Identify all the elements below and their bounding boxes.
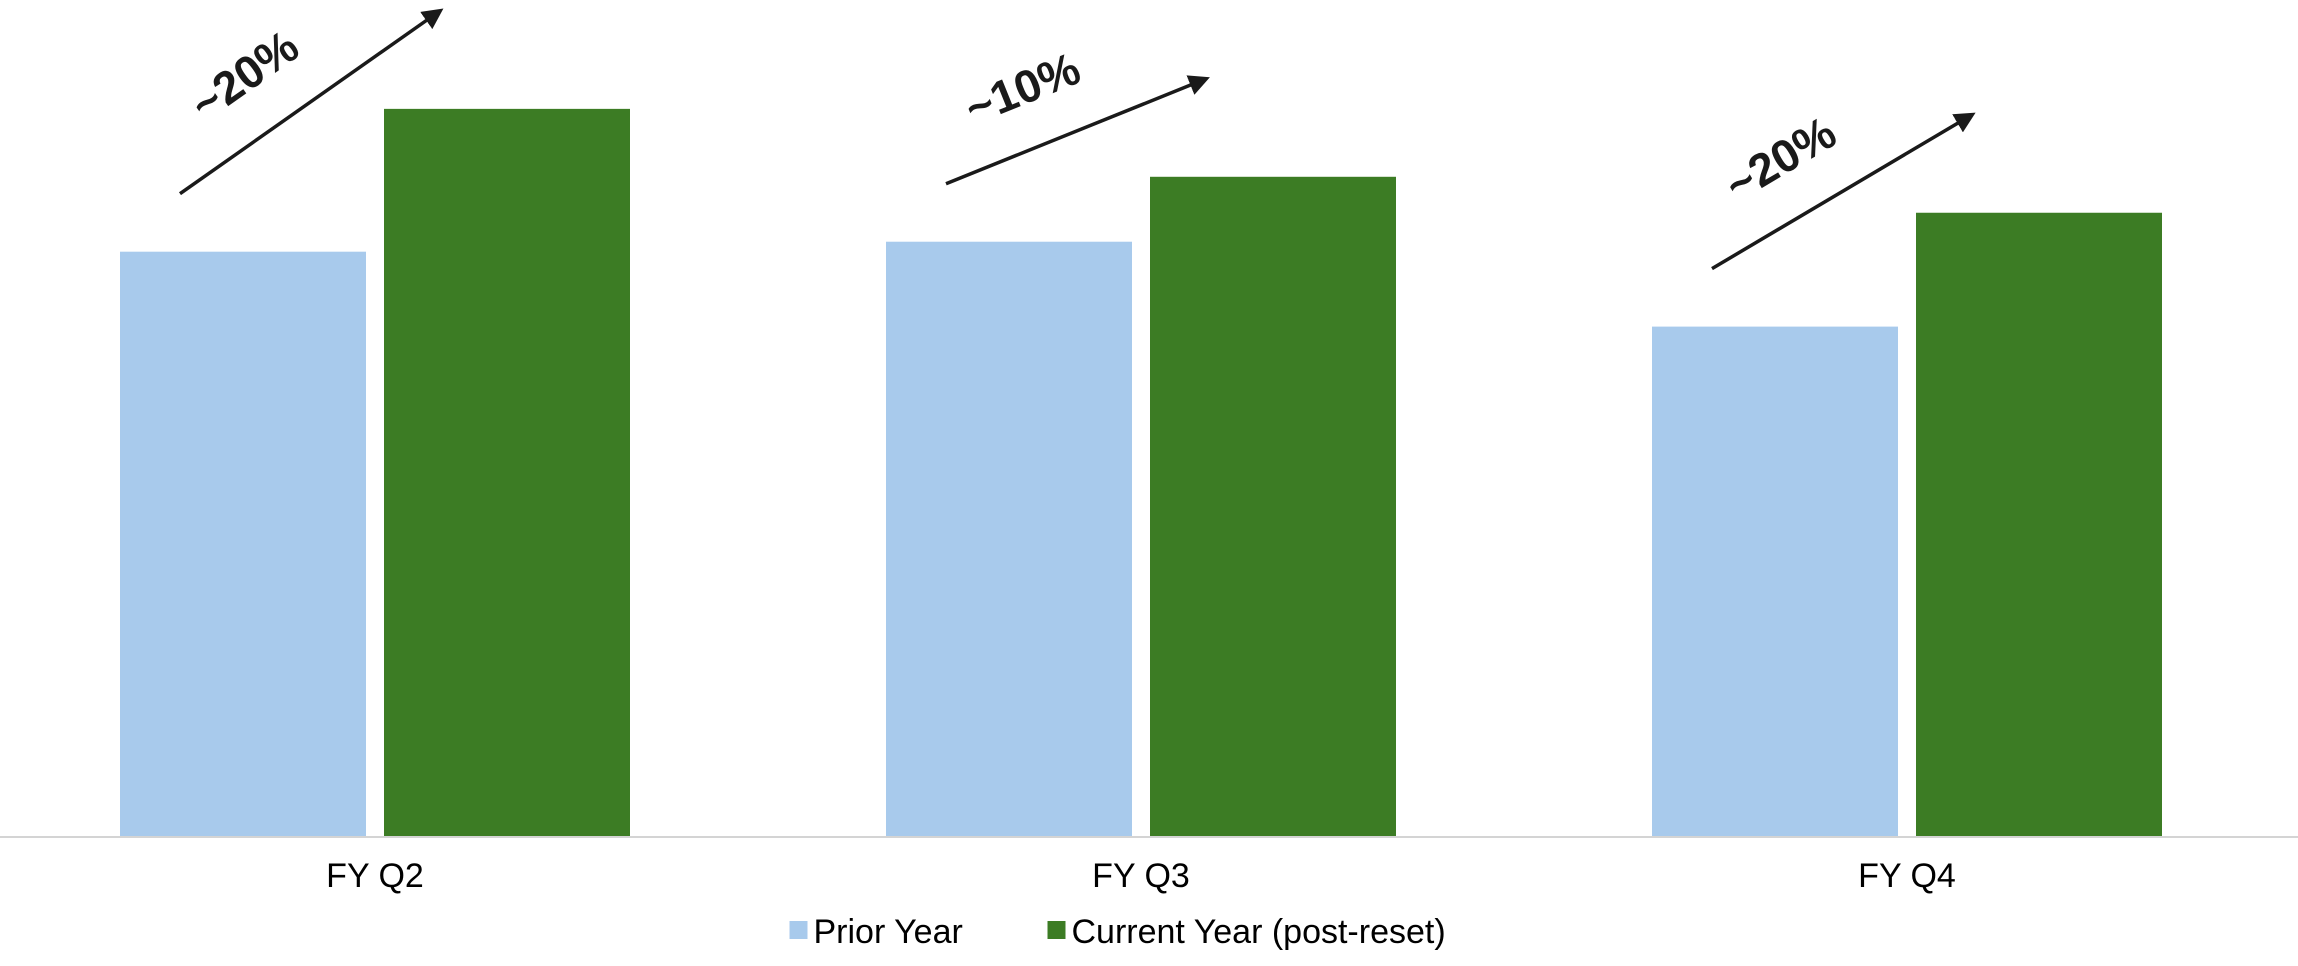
legend-swatch-current-year-post-reset [1047, 921, 1066, 939]
bars-layer [120, 108, 2162, 837]
bar-current-year-post-reset-fy-q3 [1150, 176, 1396, 837]
growth-label-fy-q2: ~20% [181, 20, 308, 131]
growth-arrow-fy-q3 [945, 75, 1210, 186]
growth-arrow-fy-q2 [178, 8, 444, 196]
bar-prior-year-fy-q3 [886, 241, 1132, 836]
legend-swatch-prior-year [789, 921, 808, 939]
growth-label-fy-q4: ~20% [1716, 106, 1845, 211]
growth-label-fy-q3: ~10% [957, 42, 1087, 135]
bar-current-year-post-reset-fy-q2 [384, 108, 630, 837]
bar-current-year-post-reset-fy-q4 [1916, 212, 2162, 837]
legend: Prior Year Current Year (post-reset) [789, 913, 1446, 951]
bar-prior-year-fy-q4 [1652, 326, 1898, 836]
x-axis-tick-labels: FY Q2 FY Q3 FY Q4 [326, 857, 1956, 895]
x-tick-label-fy-q2: FY Q2 [326, 857, 424, 895]
growth-arrow-fy-q4 [1711, 112, 1976, 271]
legend-label-current-year-post-reset: Current Year (post-reset) [1072, 913, 1446, 951]
bar-prior-year-fy-q2 [120, 251, 366, 837]
x-tick-label-fy-q4: FY Q4 [1858, 857, 1956, 895]
legend-label-prior-year: Prior Year [814, 913, 963, 951]
x-tick-label-fy-q3: FY Q3 [1092, 857, 1190, 895]
